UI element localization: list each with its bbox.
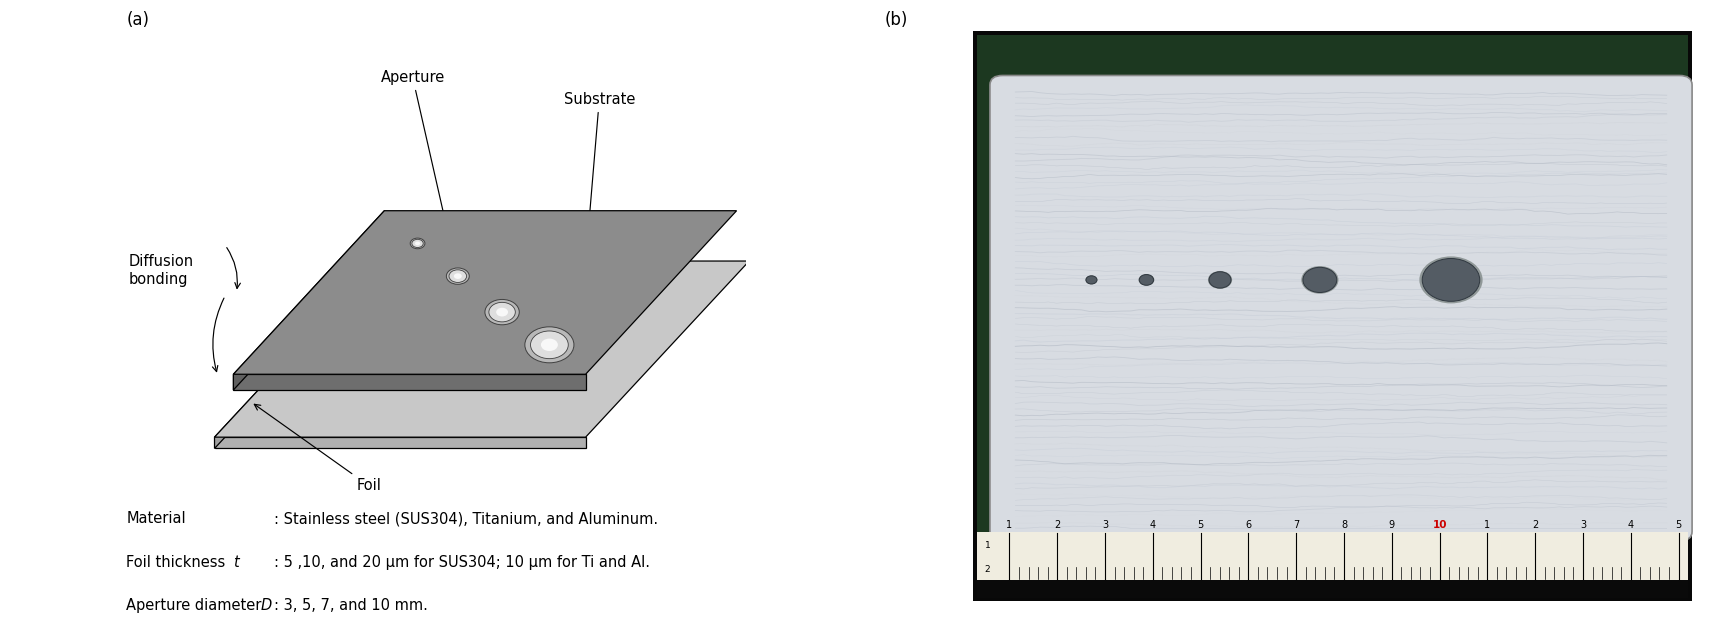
Text: 4: 4 [1150,520,1155,530]
Text: 1: 1 [1485,520,1490,530]
FancyBboxPatch shape [990,75,1692,541]
Text: t: t [234,555,239,571]
Text: 7: 7 [1294,520,1299,530]
Polygon shape [215,261,749,437]
Text: 8: 8 [1342,520,1347,530]
Text: Substrate: Substrate [564,92,636,264]
Text: 4: 4 [1627,520,1634,530]
Text: : 3, 5, 7, and 10 mm.: : 3, 5, 7, and 10 mm. [273,598,429,613]
Text: 3: 3 [1579,520,1586,530]
Text: 2: 2 [1531,520,1538,530]
Text: 10: 10 [1432,520,1448,530]
Text: (a): (a) [126,11,149,30]
Ellipse shape [485,299,520,325]
Ellipse shape [1302,267,1336,292]
Text: : Stainless steel (SUS304), Titanium, and Aluminum.: : Stainless steel (SUS304), Titanium, an… [273,511,658,526]
Polygon shape [234,211,385,390]
Text: (b): (b) [884,11,907,30]
Text: Foil: Foil [255,404,381,493]
Ellipse shape [1138,274,1154,286]
Bar [978,35,1688,598]
Ellipse shape [415,242,420,245]
Ellipse shape [1085,276,1097,284]
Ellipse shape [1422,259,1480,301]
Ellipse shape [542,338,557,351]
Text: 1: 1 [1007,520,1012,530]
Ellipse shape [1140,274,1154,285]
Bar [978,532,1688,598]
Text: 2: 2 [984,565,990,574]
Ellipse shape [1301,266,1338,294]
Ellipse shape [489,303,516,322]
Text: 9: 9 [1389,520,1395,530]
Ellipse shape [449,270,467,282]
Ellipse shape [530,331,569,359]
Ellipse shape [1085,276,1097,284]
Ellipse shape [412,239,424,247]
Polygon shape [234,374,586,390]
Polygon shape [215,437,586,448]
Ellipse shape [410,238,426,248]
Text: Foil thickness: Foil thickness [126,555,231,571]
Text: 3: 3 [1102,520,1107,530]
Text: 1: 1 [984,541,990,550]
Bar [978,580,1688,598]
Ellipse shape [1208,272,1230,288]
Text: 5: 5 [1198,520,1203,530]
Text: : 5 ,10, and 20 μm for SUS304; 10 μm for Ti and Al.: : 5 ,10, and 20 μm for SUS304; 10 μm for… [273,555,649,571]
Text: 5: 5 [1675,520,1682,530]
Ellipse shape [496,308,508,316]
Polygon shape [234,211,737,374]
Text: 6: 6 [1246,520,1251,530]
Text: Material: Material [126,511,186,526]
Text: Aperture diameter: Aperture diameter [126,598,267,613]
Text: D: D [260,598,272,613]
Ellipse shape [1208,271,1232,289]
Text: 2: 2 [1054,520,1060,530]
Bar [972,31,1692,601]
Polygon shape [215,261,378,448]
Ellipse shape [455,273,461,279]
Text: Diffusion
bonding: Diffusion bonding [128,253,193,287]
Ellipse shape [525,327,574,363]
Ellipse shape [446,268,470,284]
Text: Aperture: Aperture [381,70,458,272]
Ellipse shape [1420,257,1483,303]
